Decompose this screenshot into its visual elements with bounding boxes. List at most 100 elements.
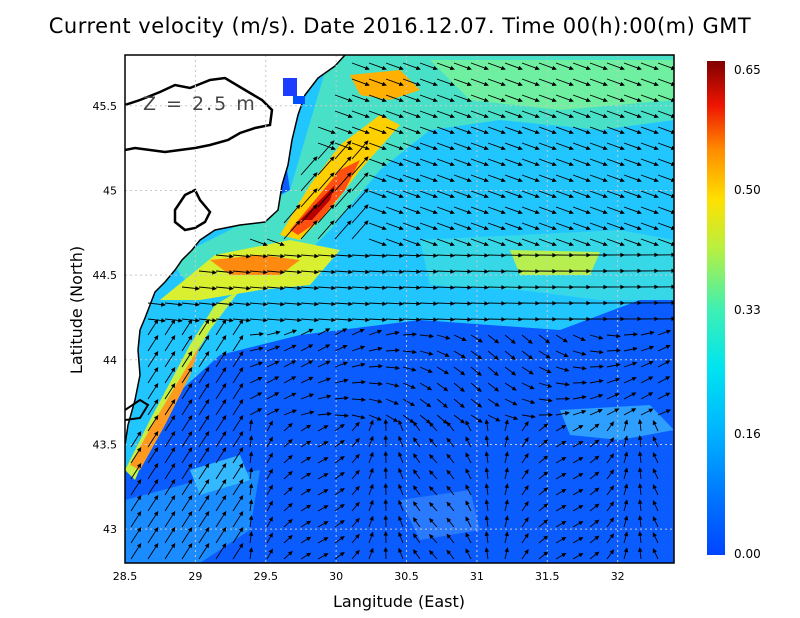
vector-arrowhead <box>274 376 280 381</box>
vector-arrowhead <box>543 519 549 525</box>
vector-arrowhead <box>546 369 552 374</box>
vector-arrowhead <box>599 364 605 369</box>
vector-arrowhead <box>291 329 298 334</box>
vector-arrowhead <box>308 393 315 398</box>
vector-arrowhead <box>329 140 335 146</box>
vector-arrowhead <box>355 549 360 555</box>
vector-arrowhead <box>377 346 383 352</box>
vector-arrowhead <box>170 542 176 549</box>
vector-arrowhead <box>552 252 558 258</box>
vector-arrowhead <box>449 129 455 135</box>
vector-arrowhead <box>636 129 642 135</box>
vector-arrowhead <box>632 346 638 352</box>
vector-arrowhead <box>170 366 176 373</box>
vector-arrowhead <box>484 435 490 441</box>
vector-arrowhead <box>636 145 642 151</box>
vector-arrowhead <box>369 515 374 521</box>
vector-arrowhead <box>619 145 625 151</box>
vector-arrowhead <box>204 526 210 533</box>
vector-arrowhead <box>433 285 439 290</box>
vector-arrowhead <box>275 330 281 335</box>
vector-arrowhead <box>466 177 472 183</box>
vector-arrowhead <box>449 193 455 199</box>
vector-arrowhead <box>369 419 374 425</box>
vector-arrowhead <box>602 65 608 71</box>
vector-arrowhead <box>543 503 549 509</box>
vector-arrowhead <box>416 301 422 306</box>
vector-arrowhead <box>381 209 387 215</box>
vector-arrowhead <box>501 317 507 322</box>
vector-arrowhead <box>238 414 244 421</box>
vector-arrowhead <box>602 161 608 167</box>
vector-arrowhead <box>136 494 142 501</box>
vector-arrowhead <box>361 379 366 385</box>
vector-arrowhead <box>484 419 490 425</box>
vector-arrowhead <box>609 421 615 427</box>
colorbar <box>707 61 725 555</box>
vector-arrowhead <box>415 129 421 135</box>
vector-arrowhead <box>308 344 314 349</box>
vector-arrowhead <box>609 485 615 491</box>
vector-arrowhead <box>268 500 273 506</box>
colorbar-label: 0.16 <box>734 427 761 441</box>
vector-arrowhead <box>652 436 657 442</box>
vector-arrowhead <box>291 376 297 381</box>
vector-arrowhead <box>331 301 336 307</box>
vector-arrowhead <box>187 510 193 517</box>
vector-arrowhead <box>534 241 540 247</box>
vector-arrowhead <box>619 193 625 199</box>
vector-arrowhead <box>274 408 280 413</box>
vector-arrowhead <box>153 334 159 341</box>
vector-arrowhead <box>585 81 591 87</box>
vector-arrowhead <box>578 505 584 510</box>
vector-arrowhead <box>348 301 353 307</box>
vector-arrowhead <box>325 328 331 333</box>
vector-arrowhead <box>561 472 567 478</box>
vector-arrow <box>317 188 335 208</box>
vector-arrowhead <box>365 301 370 307</box>
vector-arrowhead <box>204 446 210 453</box>
vector-arrowhead <box>504 419 509 425</box>
vector-arrowhead <box>398 531 403 537</box>
vector-arrowhead <box>586 284 592 290</box>
vector-arrowhead <box>415 81 421 87</box>
vector-arrowhead <box>274 360 280 365</box>
vector-arrowhead <box>623 483 629 489</box>
vector-arrowhead <box>393 417 399 423</box>
river-mouth-patch <box>283 78 297 96</box>
vector-arrowhead <box>136 510 142 517</box>
vector-arrowhead <box>432 241 438 247</box>
vector-arrowhead <box>582 365 587 371</box>
vector-arrowhead <box>477 403 483 408</box>
vector-arrowhead <box>623 515 629 521</box>
vector-arrowhead <box>465 484 470 490</box>
vector-arrowhead <box>551 65 557 71</box>
vector-arrowhead <box>501 285 507 290</box>
vector-arrowhead <box>394 383 400 388</box>
vector-arrowhead <box>383 546 389 552</box>
vector-arrowhead <box>524 500 529 507</box>
vector-arrowhead <box>238 398 244 405</box>
vector-arrowhead <box>433 317 439 322</box>
vector-arrowhead <box>383 418 389 424</box>
vector-arrowhead <box>582 380 588 385</box>
vector-arrowhead <box>238 318 244 325</box>
vector-arrowhead <box>561 456 567 462</box>
vector-arrowhead <box>268 484 273 490</box>
vector-arrowhead <box>504 499 509 505</box>
vector-arrowhead <box>484 483 490 489</box>
vector-arrowhead <box>291 344 297 349</box>
vector-arrowhead <box>416 285 422 290</box>
vector-arrowhead <box>398 97 404 103</box>
vector-arrowhead <box>426 402 432 408</box>
vector-arrowhead <box>398 225 404 231</box>
vector-arrowhead <box>432 177 438 183</box>
vector-arrowhead <box>381 225 387 231</box>
vector-arrowhead <box>530 399 536 405</box>
vector-arrowhead <box>398 515 403 521</box>
vector-arrowhead <box>248 435 254 440</box>
vector-arrowhead <box>449 81 455 87</box>
vector-arrowhead <box>306 536 312 542</box>
vector-arrowhead <box>504 435 509 441</box>
vector-arrowhead <box>246 285 251 291</box>
